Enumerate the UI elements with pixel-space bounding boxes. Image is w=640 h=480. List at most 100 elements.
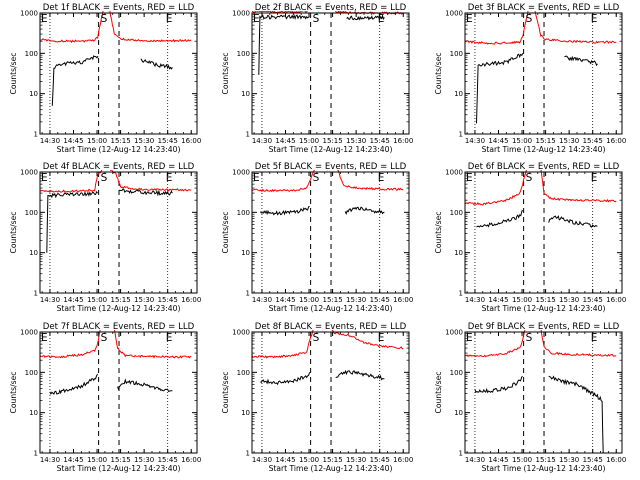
y-tick-label: 100 bbox=[237, 369, 250, 377]
x-tick-label: 15:30 bbox=[346, 137, 366, 145]
x-axis-label: Start Time (12-Aug-12 14:23:40) bbox=[482, 464, 606, 473]
lld-rate-series bbox=[465, 11, 617, 45]
y-tick-label: 10 bbox=[29, 409, 38, 417]
y-tick-label: 100 bbox=[25, 209, 38, 217]
x-tick-label: 15:45 bbox=[370, 137, 390, 145]
x-tick-label: 15:15 bbox=[322, 456, 342, 464]
y-tick-label: 10 bbox=[454, 249, 463, 257]
y-axis-label: Counts/sec bbox=[9, 212, 18, 254]
marker-label: E bbox=[41, 332, 48, 344]
lld-rate-series bbox=[465, 330, 617, 358]
x-tick-label: 16:00 bbox=[606, 296, 626, 304]
y-tick-label: 1 bbox=[459, 450, 463, 458]
x-tick-label: 14:45 bbox=[488, 296, 508, 304]
y-axis-label: Counts/sec bbox=[221, 212, 230, 254]
plot-title: Det 8f BLACK = Events, RED = LLD bbox=[255, 322, 407, 332]
x-tick-label: 16:00 bbox=[606, 137, 626, 145]
detector-plot-1: Det 1f BLACK = Events, RED = LLD 14:30 14:… bbox=[9, 3, 201, 154]
events-rate-series bbox=[476, 53, 524, 124]
events-rate-series bbox=[258, 14, 310, 75]
events-rate-series bbox=[548, 215, 598, 228]
plot-frame bbox=[251, 331, 410, 454]
events-rate-series bbox=[548, 375, 604, 453]
x-tick-label: 14:30 bbox=[252, 137, 272, 145]
x-tick-label: 16:00 bbox=[181, 456, 201, 464]
events-rate-series bbox=[344, 206, 385, 216]
y-tick-label: 100 bbox=[237, 50, 250, 58]
y-axis-label: Counts/sec bbox=[434, 372, 443, 414]
x-tick-label: 15:30 bbox=[559, 137, 579, 145]
y-tick-label: 1 bbox=[246, 290, 250, 298]
marker-label: E bbox=[41, 13, 48, 25]
x-axis-label: Start Time (12-Aug-12 14:23:40) bbox=[57, 464, 181, 473]
x-tick-label: 14:30 bbox=[40, 296, 60, 304]
lld-rate-series bbox=[40, 11, 192, 44]
plot-frame bbox=[39, 171, 198, 294]
plot-title: Det 5f BLACK = Events, RED = LLD bbox=[255, 162, 407, 172]
marker-label: E bbox=[253, 172, 260, 184]
x-tick-label: 15:15 bbox=[110, 296, 130, 304]
x-tick-label: 15:15 bbox=[110, 456, 130, 464]
y-tick-label: 10 bbox=[29, 90, 38, 98]
y-axis-label: Counts/sec bbox=[434, 212, 443, 254]
x-tick-label: 15:15 bbox=[110, 137, 130, 145]
x-tick-label: 15:15 bbox=[535, 296, 555, 304]
y-tick-label: 10 bbox=[29, 249, 38, 257]
y-tick-label: 1000 bbox=[445, 329, 463, 337]
x-tick-label: 14:30 bbox=[40, 137, 60, 145]
events-rate-series bbox=[118, 188, 173, 197]
x-tick-label: 16:00 bbox=[393, 137, 413, 145]
events-rate-series bbox=[564, 55, 598, 67]
x-tick-label: 14:45 bbox=[63, 137, 83, 145]
y-tick-label: 100 bbox=[450, 50, 463, 58]
x-axis-label: Start Time (12-Aug-12 14:23:40) bbox=[57, 304, 181, 313]
events-rate-series bbox=[260, 372, 311, 386]
x-tick-label: 14:45 bbox=[275, 137, 295, 145]
x-tick-label: 14:30 bbox=[252, 456, 272, 464]
y-tick-label: 10 bbox=[241, 90, 250, 98]
marker-label: S bbox=[313, 172, 320, 184]
y-tick-label: 1 bbox=[459, 131, 463, 139]
x-tick-label: 15:30 bbox=[346, 456, 366, 464]
x-tick-label: 14:45 bbox=[488, 137, 508, 145]
marker-label: E bbox=[591, 13, 598, 25]
marker-label: E bbox=[378, 13, 385, 25]
x-tick-label: 16:00 bbox=[181, 296, 201, 304]
x-axis-label: Start Time (12-Aug-12 14:23:40) bbox=[269, 304, 393, 313]
marker-label: S bbox=[101, 13, 108, 25]
y-tick-label: 1 bbox=[459, 290, 463, 298]
marker-label: E bbox=[466, 172, 473, 184]
events-rate-series bbox=[51, 55, 99, 106]
plot-frame bbox=[464, 12, 623, 135]
plot-frame bbox=[39, 12, 198, 135]
x-tick-label: 15:00 bbox=[87, 137, 107, 145]
lld-rate-series bbox=[252, 330, 404, 359]
y-tick-label: 1000 bbox=[232, 329, 250, 337]
x-tick-label: 15:45 bbox=[158, 456, 178, 464]
x-axis-label: Start Time (12-Aug-12 14:23:40) bbox=[269, 464, 393, 473]
marker-label: S bbox=[526, 172, 533, 184]
x-tick-label: 15:45 bbox=[370, 456, 390, 464]
detector-plot-7: Det 7f BLACK = Events, RED = LLD 14:30 14:… bbox=[9, 322, 201, 473]
x-tick-label: 14:45 bbox=[488, 456, 508, 464]
lld-rate-series bbox=[465, 170, 617, 206]
x-tick-label: 15:45 bbox=[583, 296, 603, 304]
marker-label: S bbox=[313, 13, 320, 25]
y-tick-label: 1 bbox=[246, 131, 250, 139]
marker-label: E bbox=[466, 332, 473, 344]
x-tick-label: 15:45 bbox=[158, 296, 178, 304]
marker-label: S bbox=[101, 172, 108, 184]
x-tick-label: 15:30 bbox=[134, 296, 154, 304]
x-tick-label: 15:00 bbox=[512, 137, 532, 145]
y-tick-label: 1000 bbox=[232, 169, 250, 177]
plot-title: Det 4f BLACK = Events, RED = LLD bbox=[43, 162, 195, 172]
marker-label: E bbox=[253, 13, 260, 25]
x-tick-label: 15:00 bbox=[512, 456, 532, 464]
plot-title: Det 6f BLACK = Events, RED = LLD bbox=[468, 162, 620, 172]
x-tick-label: 16:00 bbox=[393, 456, 413, 464]
x-tick-label: 15:00 bbox=[512, 296, 532, 304]
marker-label: S bbox=[526, 332, 533, 344]
x-tick-label: 15:00 bbox=[299, 296, 319, 304]
x-tick-label: 15:30 bbox=[559, 296, 579, 304]
plot-title: Det 3f BLACK = Events, RED = LLD bbox=[468, 3, 620, 13]
